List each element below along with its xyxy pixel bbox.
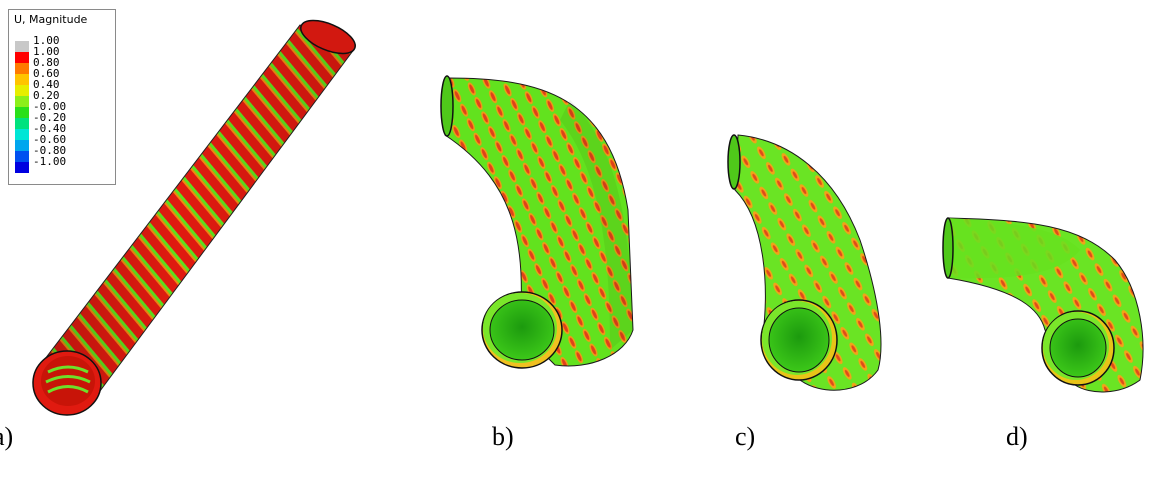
- pipe-d-bottom-opening: [1049, 318, 1107, 378]
- pipe-b-outer-shade: [560, 100, 633, 350]
- legend-swatch: [15, 96, 29, 107]
- panel-label-a: a): [0, 422, 14, 451]
- pipe-b-body: [444, 77, 634, 367]
- pipe-d-left-end: [942, 217, 954, 279]
- pipe-c: [727, 134, 882, 391]
- pipe-c-bottom-opening: [768, 307, 830, 373]
- legend-value: 1.00: [33, 45, 60, 58]
- legend-title: U, Magnitude: [14, 13, 88, 26]
- pipe-a-top-end: [300, 19, 356, 55]
- legend-value: -0.60: [33, 133, 67, 146]
- pipe-b-bottom-opening: [489, 299, 555, 361]
- panel-label-d: d): [1006, 422, 1028, 451]
- color-legend: U, Magnitude 1.00 1.00 0.80 0.60 0.40 0.20 -0.…: [8, 9, 116, 185]
- pipe-b-top-end: [440, 75, 454, 137]
- pipe-d: [942, 217, 1144, 393]
- legend-swatch: [15, 162, 29, 173]
- legend-value: 1.00: [33, 34, 60, 47]
- legend-swatch: [15, 107, 29, 118]
- legend-value: 0.20: [33, 89, 60, 102]
- legend-value: 0.40: [33, 78, 60, 91]
- pipe-a: [32, 19, 356, 416]
- legend-swatch: [15, 129, 29, 140]
- pipe-c-top-end: [727, 134, 741, 190]
- legend-swatch: [15, 140, 29, 151]
- panel-label-b: b): [492, 422, 514, 451]
- legend-value: -1.00: [33, 155, 67, 168]
- legend-value: 0.80: [33, 56, 60, 69]
- legend-value: -0.40: [33, 122, 67, 135]
- legend-swatch: [15, 52, 29, 63]
- legend-swatch: [15, 151, 29, 162]
- legend-value: 0.60: [33, 67, 60, 80]
- legend-swatch: [15, 85, 29, 96]
- legend-swatch: [15, 63, 29, 74]
- legend-swatch: [15, 41, 29, 52]
- panel-label-c: c): [735, 422, 756, 451]
- pipe-b: [440, 75, 634, 369]
- legend-swatch: [15, 118, 29, 129]
- legend-swatch: [15, 74, 29, 85]
- legend-value: -0.00: [33, 100, 67, 113]
- pipe-a-inner-stripes: [45, 365, 91, 394]
- pipe-d-inner-face: [948, 218, 1080, 279]
- pipe-a-shade: [35, 25, 355, 395]
- legend-value: -0.20: [33, 111, 67, 124]
- legend-value: -0.80: [33, 144, 67, 157]
